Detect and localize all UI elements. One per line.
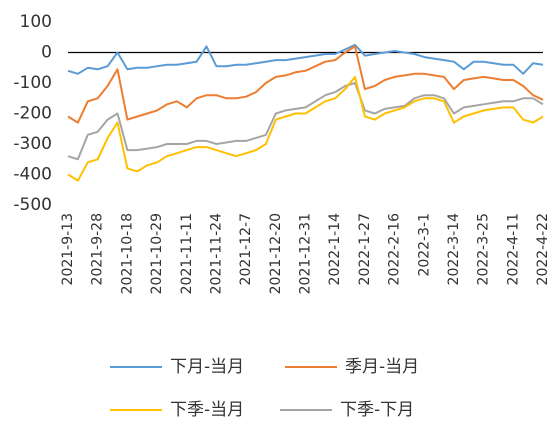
y-tick-label: -300 [13, 134, 52, 154]
y-tick-label: -200 [13, 104, 52, 124]
x-tick-label: 2021-10-29 [149, 213, 165, 294]
x-tick-label: 2022-3-1 [416, 213, 432, 277]
series-line [67, 45, 544, 124]
legend-label: 下季-下月 [340, 400, 414, 420]
y-tick-label: 0 [41, 43, 52, 63]
x-tick-label: 2022-3-25 [476, 213, 492, 285]
legend-label: 季月-当月 [345, 357, 419, 377]
series-line [67, 75, 544, 182]
legend-label: 下月-当月 [170, 357, 244, 377]
x-tick-label: 2021-9-13 [60, 213, 76, 285]
y-tick-label: 100 [20, 12, 52, 32]
x-tick-label: 2022-4-11 [505, 213, 521, 285]
x-tick-label: 2022-4-22 [535, 213, 551, 285]
x-tick-label: 2022-1-27 [357, 213, 373, 285]
x-tick-label: 2022-1-14 [327, 213, 343, 286]
x-tick-label: 2022-2-16 [387, 213, 403, 286]
x-tick-label: 2021-11-24 [208, 213, 224, 294]
x-tick-label: 2021-12-31 [298, 213, 314, 294]
series-line [67, 43, 544, 75]
x-tick-label: 2021-12-7 [238, 213, 254, 285]
x-tick-label: 2021-11-11 [179, 213, 195, 294]
x-tick-label: 2021-12-20 [268, 213, 284, 294]
y-tick-label: -100 [13, 73, 52, 93]
x-tick-label: 2021-9-28 [90, 213, 106, 285]
series-line [67, 82, 544, 161]
y-tick-label: -400 [13, 165, 52, 185]
x-tick-label: 2022-3-14 [446, 213, 462, 286]
legend-label: 下季-当月 [170, 400, 244, 420]
x-tick-label: 2021-10-18 [119, 213, 135, 294]
y-tick-label: -500 [13, 195, 52, 215]
